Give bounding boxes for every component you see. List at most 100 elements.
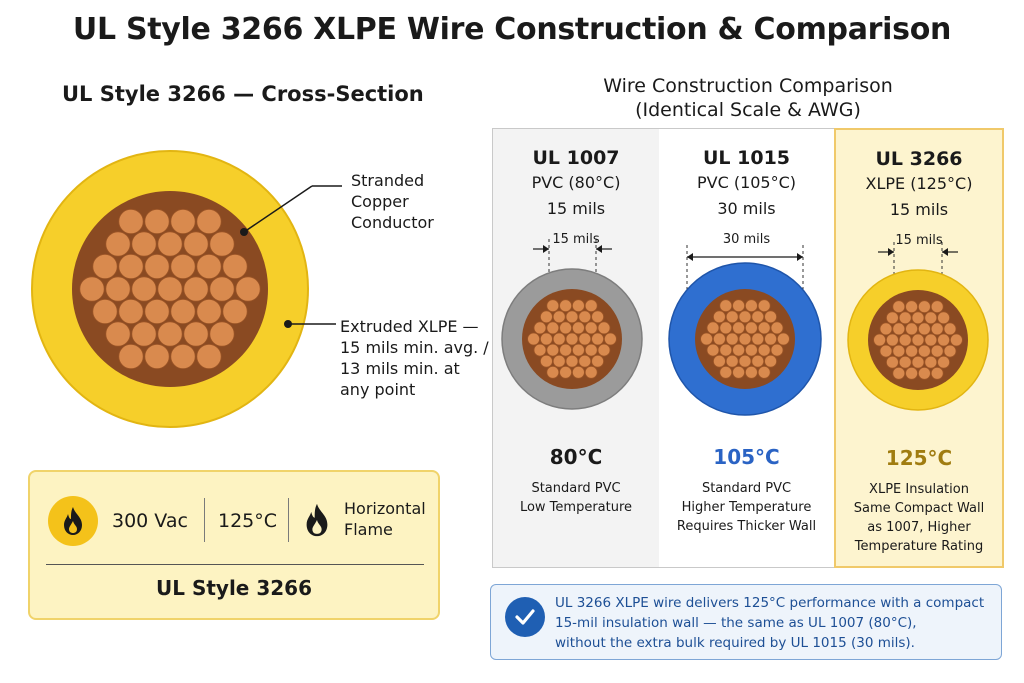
info-divider: [46, 564, 424, 565]
copper-strand: [578, 332, 592, 346]
copper-strand: [546, 343, 560, 357]
callout-dot-xlpe: [284, 320, 292, 328]
copper-strand: [706, 321, 720, 335]
copper-strand: [546, 365, 560, 379]
copper-strand: [757, 365, 771, 379]
check-badge: [505, 597, 545, 637]
dimension-arrowhead: [596, 245, 602, 253]
copper-strand: [937, 311, 950, 325]
copper-strand: [105, 276, 131, 302]
copper-strand: [764, 332, 777, 346]
copper-strand: [222, 298, 248, 325]
panel-material: PVC (105°C): [696, 173, 797, 192]
callout-line-2: 15 mils min. avg. /: [340, 338, 489, 357]
callout-line-4: any point: [340, 380, 416, 399]
wire-diagram-ul-1007: [501, 239, 643, 410]
copper-strand: [924, 333, 938, 347]
copper-strand: [777, 332, 790, 346]
copper-strand: [546, 299, 560, 313]
dimension-arrowhead: [543, 245, 549, 253]
copper-strand: [937, 355, 950, 369]
copper-strand: [911, 355, 925, 369]
dimension-arrowhead: [797, 253, 803, 261]
summary-text: UL 3266 XLPE wire delivers 125°C perform…: [555, 593, 995, 653]
copper-strand: [552, 332, 566, 346]
page-title: UL Style 3266 XLPE Wire Construction & C…: [72, 12, 952, 47]
flame-rating-line-2: Flame: [344, 520, 393, 539]
copper-strand: [546, 321, 560, 335]
copper-strand: [725, 310, 739, 324]
copper-strand: [924, 355, 938, 369]
copper-strand: [892, 366, 906, 380]
copper-strand: [905, 344, 918, 358]
temperature-rating: 125°C: [218, 510, 278, 532]
copper-strand: [170, 253, 196, 280]
panel-description: XLPE Insulation Same Compact Wall as 100…: [836, 480, 1002, 556]
copper-strand: [943, 322, 957, 336]
panel-title: UL 1007: [532, 147, 620, 169]
flame-icon: [64, 507, 82, 535]
comparison-heading-line-1: Wire Construction Comparison: [603, 75, 893, 97]
copper-strand: [118, 298, 144, 325]
panel-material: PVC (80°C): [531, 173, 621, 192]
copper-strand: [527, 332, 540, 346]
copper-strand: [157, 321, 183, 347]
copper-strand: [144, 298, 170, 325]
copper-strand: [738, 310, 752, 324]
flame-rating-line-1: Horizontal: [344, 499, 426, 518]
copper-strand: [905, 300, 918, 314]
callout-line-stranded: [243, 185, 313, 233]
copper-strand: [565, 354, 579, 368]
copper-strand: [118, 208, 144, 235]
panel-ul-1007: UL 1007 PVC (80°C) 15 mils 15 mils 80°C …: [492, 128, 660, 568]
copper-strand: [751, 310, 765, 324]
copper-strand: [552, 310, 566, 324]
comparison-heading-line-2: (Identical Scale & AWG): [635, 99, 861, 121]
comparison-heading: Wire Construction Comparison (Identical …: [498, 74, 998, 122]
copper-strand: [209, 321, 235, 347]
copper-strand: [131, 231, 157, 257]
copper-strand: [105, 321, 131, 347]
copper-strand: [764, 310, 777, 324]
copper-strand: [540, 332, 553, 346]
copper-strand: [131, 276, 157, 302]
copper-strand: [738, 332, 752, 346]
copper-strand: [157, 231, 183, 257]
copper-strand: [738, 354, 752, 368]
copper-strand: [770, 321, 784, 335]
dimension-arrowhead: [942, 248, 948, 256]
copper-strand: [170, 208, 196, 235]
copper-strand: [196, 298, 222, 325]
copper-strand: [604, 332, 617, 346]
copper-strand: [584, 343, 598, 357]
description-line: Higher Temperature: [681, 500, 812, 515]
panel-thickness: 15 mils: [889, 200, 949, 219]
copper-strands: [527, 299, 617, 379]
copper-strand: [751, 332, 765, 346]
copper-strand: [591, 332, 604, 346]
copper-strand: [540, 354, 553, 368]
description-line: Requires Thicker Wall: [676, 519, 817, 534]
copper-strand: [930, 366, 944, 380]
copper-strand: [144, 343, 170, 370]
copper-strand: [879, 322, 893, 336]
copper-strand: [930, 322, 944, 336]
copper-strand: [770, 343, 784, 357]
dimension-arrowhead: [687, 253, 693, 261]
callout-stranded-copper: Stranded Copper Conductor: [351, 170, 434, 233]
panel-temperature: 125°C: [885, 446, 953, 470]
dimension-arrowhead: [888, 248, 894, 256]
panel-temperature: 105°C: [713, 445, 780, 469]
dimension-label: 15 mils: [552, 232, 600, 247]
copper-strand: [950, 333, 963, 347]
copper-strand: [911, 333, 925, 347]
dimension-label: 30 mils: [722, 232, 771, 247]
copper-strand: [578, 354, 592, 368]
copper-strand: [725, 354, 739, 368]
description-line: Temperature Rating: [854, 539, 984, 554]
style-name: UL Style 3266: [156, 576, 312, 600]
copper-strand: [757, 343, 771, 357]
copper-strand: [898, 355, 912, 369]
callout-dot-stranded: [240, 228, 248, 236]
copper-strand: [235, 276, 261, 302]
